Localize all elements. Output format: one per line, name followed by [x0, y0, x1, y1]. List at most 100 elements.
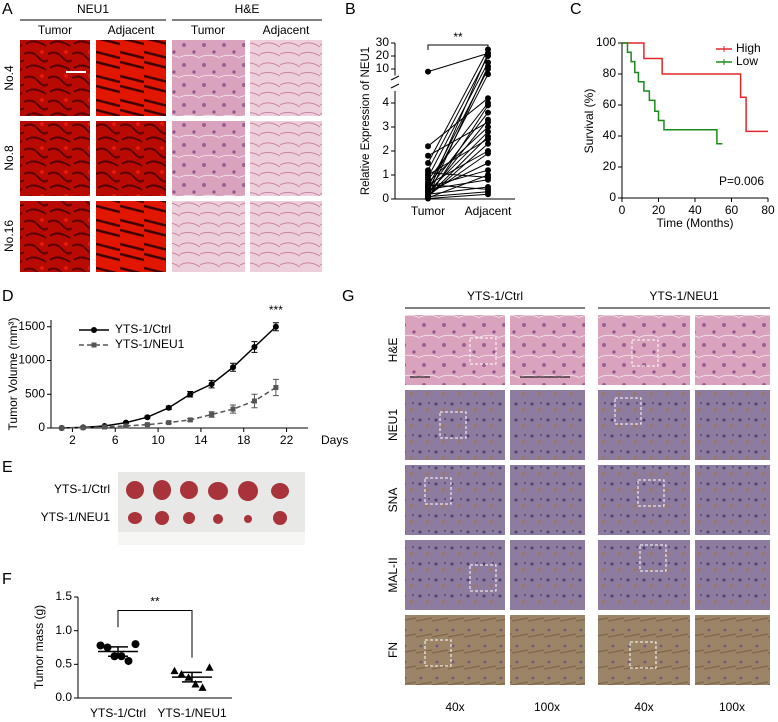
y-tick-label: 0.0 [55, 690, 72, 704]
y-axis-label: Tumor mass (g) [32, 605, 46, 689]
point [96, 641, 105, 650]
axis-break [390, 75, 400, 81]
image [695, 315, 770, 385]
point [144, 422, 150, 428]
point [485, 174, 491, 181]
x-tick-label: 10 [151, 433, 165, 447]
image [250, 121, 322, 196]
point [425, 160, 431, 166]
point [485, 191, 491, 198]
x-tick-label: 20 [652, 203, 666, 217]
point [485, 71, 491, 78]
legend-label: High [736, 41, 761, 55]
annotation: P=0.006 [719, 174, 764, 188]
x-tick-label: Adjacent [465, 204, 512, 218]
y-tick-label: 3 [382, 119, 389, 133]
point [59, 425, 65, 431]
annotation: ** [453, 30, 463, 44]
point [485, 109, 491, 116]
error-bar [182, 671, 202, 683]
y-tick-label: 0.5 [55, 657, 72, 671]
image [96, 121, 166, 196]
panel-label: C [570, 1, 582, 18]
column-label: Tumor [38, 23, 72, 37]
error-bar [108, 646, 128, 658]
group-label: H&E [235, 2, 260, 16]
point [124, 656, 133, 665]
pair-line [427, 172, 489, 178]
zoom-boxes [424, 337, 667, 669]
y-tick-label: 2 [382, 143, 389, 157]
x-axis-label: Time (Months) [657, 216, 734, 230]
point [485, 128, 491, 135]
image [20, 40, 90, 116]
group-label: YTS-1/Ctrl [467, 289, 523, 303]
point [123, 423, 129, 429]
point [485, 150, 491, 157]
tumors [126, 480, 289, 525]
magnification-label: 100x [719, 700, 745, 714]
y-tick-label: 1000 [18, 353, 45, 367]
point [230, 406, 236, 412]
point [425, 193, 431, 200]
significance-bracket [117, 609, 193, 658]
image [405, 615, 505, 685]
annotation: *** [269, 303, 283, 317]
column-label: Adjacent [108, 23, 155, 37]
magnification-label: 100x [534, 700, 560, 714]
y-tick-label: 20 [376, 48, 390, 62]
image [695, 615, 770, 685]
column-label: Tumor [191, 23, 225, 37]
point [191, 680, 200, 688]
column-label: Adjacent [263, 23, 310, 37]
panel-label: A [2, 1, 13, 18]
point [485, 124, 491, 130]
image [598, 390, 690, 460]
point [208, 381, 215, 388]
point [165, 404, 172, 411]
point [102, 424, 108, 430]
point [166, 420, 172, 426]
group-label: NEU1 [77, 2, 109, 16]
point [230, 364, 237, 371]
axis-break [390, 83, 400, 89]
point [187, 417, 193, 423]
y-tick-label: 4 [382, 95, 389, 109]
point [170, 666, 179, 675]
legend-label: YTS-1/Ctrl [115, 322, 171, 336]
point [272, 323, 279, 330]
image [405, 540, 505, 610]
image [598, 615, 690, 685]
point [485, 116, 491, 123]
point [209, 412, 215, 417]
panel-label: D [2, 288, 14, 305]
image [96, 201, 166, 272]
x-axis-label: Days [321, 433, 348, 447]
image [510, 615, 585, 685]
pair-line [427, 55, 489, 171]
pair-line [427, 62, 489, 178]
row-label: H&E [386, 338, 400, 363]
image [20, 121, 90, 196]
x-tick-label: 14 [194, 433, 208, 447]
row-label: FN [386, 642, 400, 658]
x-tick-label: Tumor [411, 204, 445, 218]
y-axis-label: Relative Expression of NEU1 [360, 47, 372, 195]
survival-curve [622, 42, 723, 145]
row-label: No.8 [2, 145, 16, 171]
image [96, 40, 166, 116]
micrographs [20, 40, 770, 685]
point [485, 133, 491, 140]
y-tick-label: 40 [603, 128, 617, 142]
point [425, 187, 431, 194]
panel-label: B [345, 1, 356, 18]
legend-marker [91, 342, 97, 348]
point [485, 102, 491, 109]
point [485, 167, 491, 174]
annotation: ** [150, 595, 160, 609]
point [251, 398, 257, 404]
image [20, 201, 90, 272]
y-tick-label: 1 [382, 167, 389, 181]
y-tick-label: 20 [603, 159, 617, 173]
y-tick-label: 60 [603, 97, 617, 111]
